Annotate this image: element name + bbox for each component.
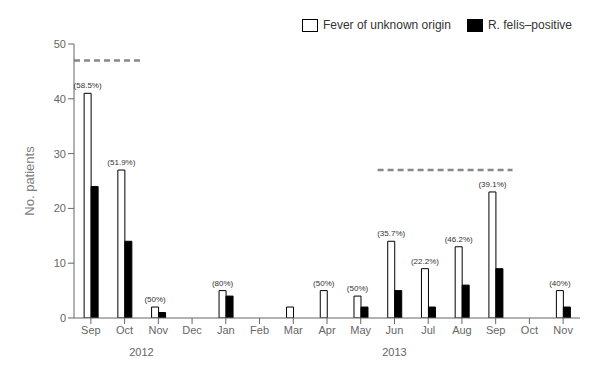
html-text:Fever of unknown origin: Fever of unknown origin (322, 18, 451, 32)
svg-text:(50%): (50%) (347, 284, 369, 293)
html-text:R. felis–positive: R. felis–positive (488, 18, 572, 32)
svg-text:Oct: Oct (116, 324, 133, 336)
svg-text:(39.1%): (39.1%) (478, 180, 506, 189)
svg-text:(35.7%): (35.7%) (377, 229, 405, 238)
svg-text:No. patients: No. patients (22, 146, 37, 216)
svg-text:Nov: Nov (149, 324, 169, 336)
svg-text:30: 30 (54, 148, 66, 160)
svg-text:Jan: Jan (217, 324, 235, 336)
svg-text:(46.2%): (46.2%) (445, 235, 473, 244)
svg-text:Aug: Aug (452, 324, 472, 336)
svg-text:(40%): (40%) (549, 279, 571, 288)
svg-text:Oct: Oct (521, 324, 538, 336)
svg-text:Feb: Feb (250, 324, 269, 336)
svg-text:2012: 2012 (129, 346, 153, 358)
svg-text:Jul: Jul (421, 324, 435, 336)
svg-text:(50%): (50%) (313, 279, 335, 288)
svg-text:(80%): (80%) (212, 279, 234, 288)
svg-text:20: 20 (54, 202, 66, 214)
svg-text:50: 50 (54, 38, 66, 50)
svg-text:0: 0 (60, 312, 66, 324)
svg-text:(58.5%): (58.5%) (74, 81, 102, 90)
svg-text:Jun: Jun (386, 324, 404, 336)
svg-text:May: May (350, 324, 371, 336)
svg-text:Sep: Sep (81, 324, 101, 336)
svg-text:40: 40 (54, 93, 66, 105)
svg-text:Nov: Nov (553, 324, 573, 336)
svg-text:Sep: Sep (486, 324, 506, 336)
svg-text:Mar: Mar (284, 324, 303, 336)
svg-text:(22.2%): (22.2%) (411, 257, 439, 266)
svg-text:2013: 2013 (382, 346, 406, 358)
svg-text:(51.9%): (51.9%) (107, 158, 135, 167)
svg-text:10: 10 (54, 257, 66, 269)
svg-text:Apr: Apr (318, 324, 335, 336)
svg-text:(50%): (50%) (144, 295, 166, 304)
svg-text:Dec: Dec (182, 324, 202, 336)
